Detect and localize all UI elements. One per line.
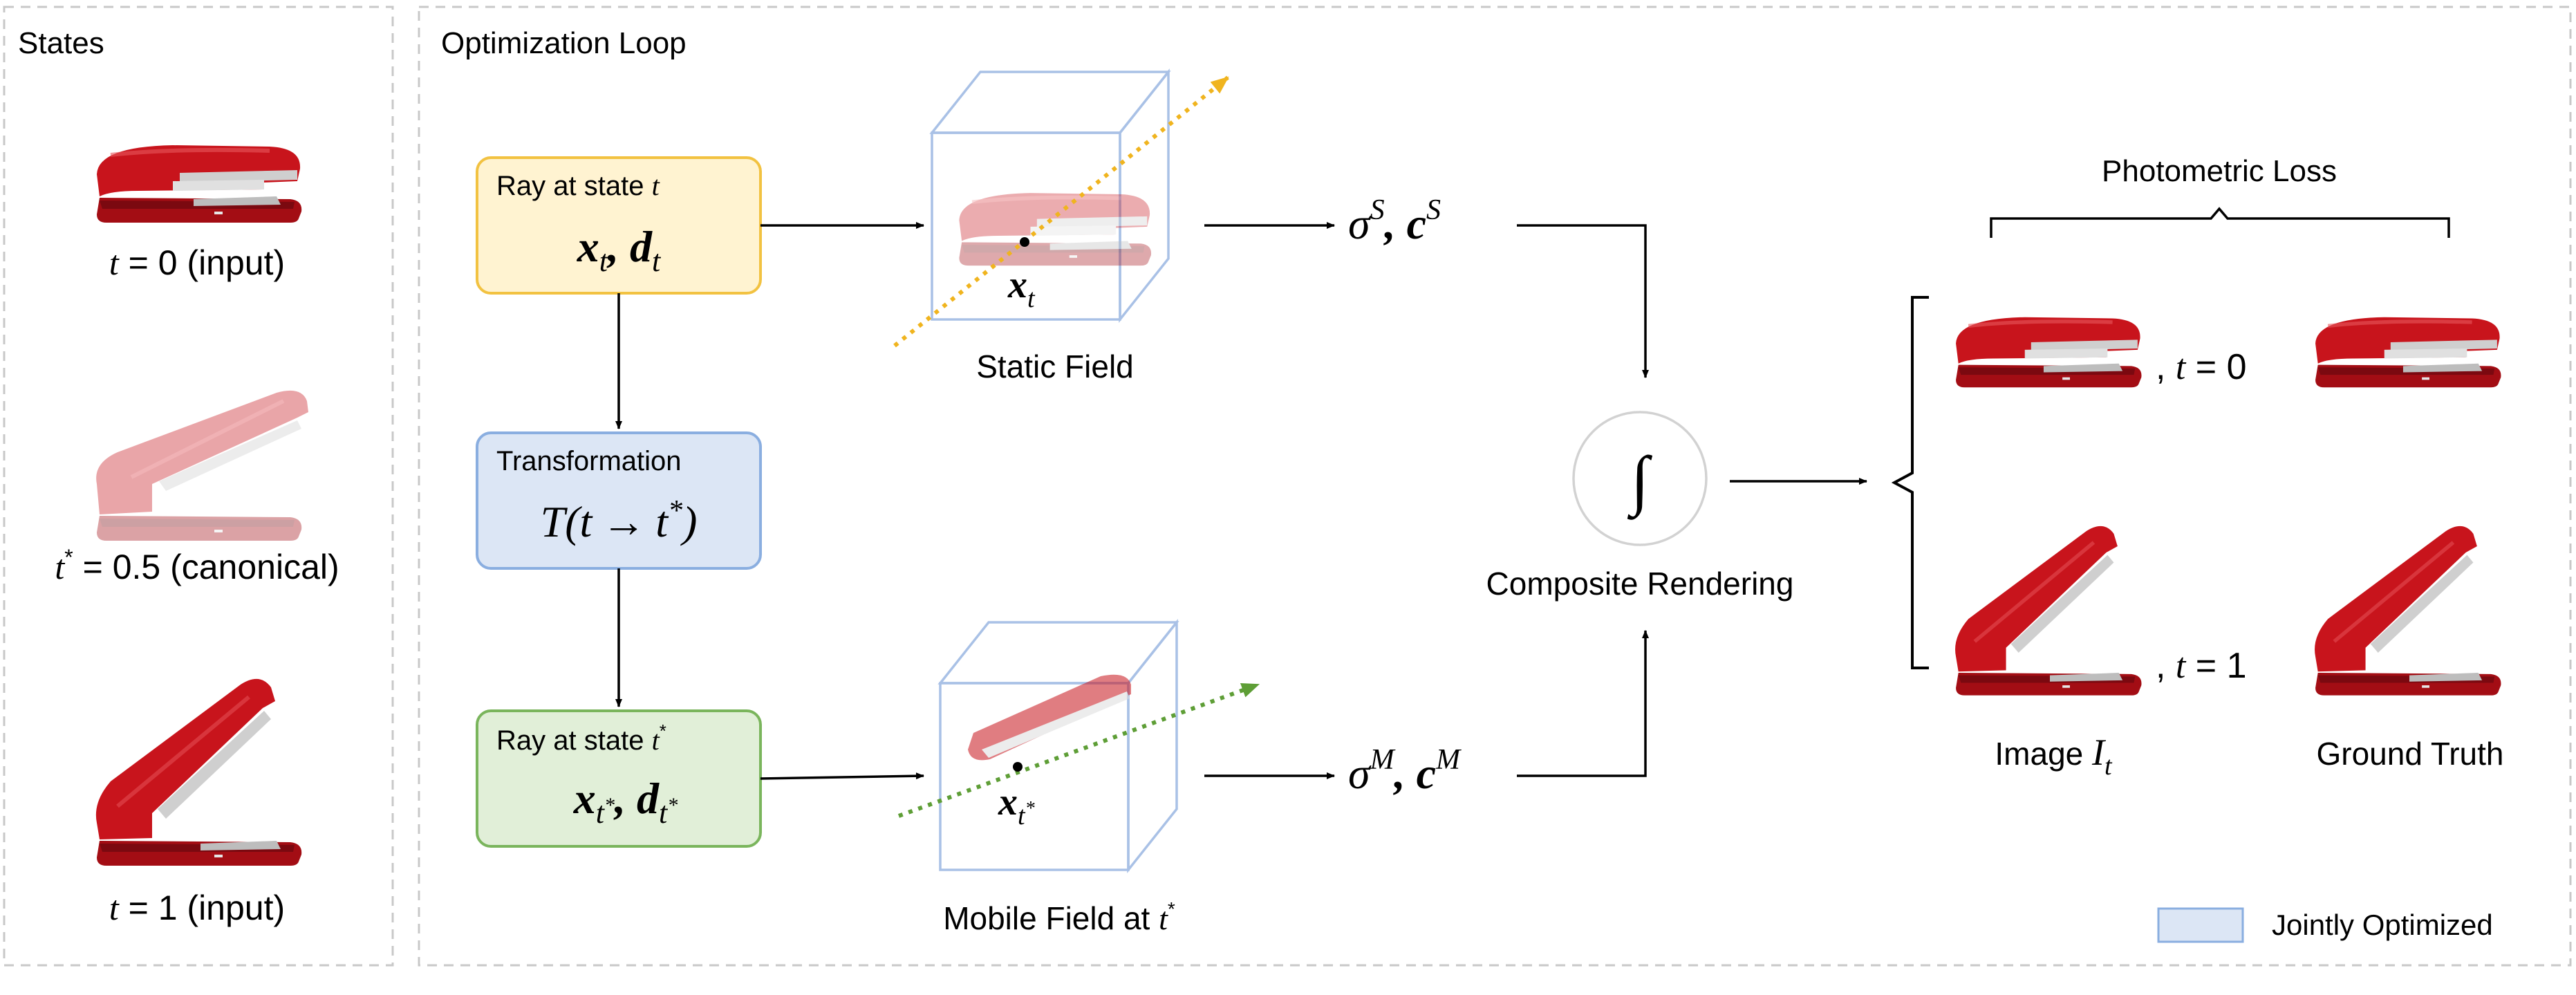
photometric-loss-title: Photometric Loss xyxy=(2102,154,2337,188)
static-field-point xyxy=(1020,237,1029,247)
ray-state-t-formula: xt, dt xyxy=(577,222,662,278)
rendered-image-t0 xyxy=(1956,317,2141,388)
states-title: States xyxy=(18,26,104,60)
row-t0-label: , t = 0 xyxy=(2156,347,2247,387)
static-field-caption: Static Field xyxy=(976,348,1134,384)
arrow-static-to-composite xyxy=(1517,224,1649,378)
transformation-label: Transformation xyxy=(496,446,682,476)
ray-state-tstar-label: Ray at state t* xyxy=(496,720,666,756)
arrow-ray-to-mobile-field xyxy=(760,772,924,780)
legend-label: Jointly Optimized xyxy=(2272,909,2493,941)
output-bracket xyxy=(1891,296,1929,669)
static-field-output: σS, cS xyxy=(1348,194,1441,248)
ground-truth-t0 xyxy=(2315,317,2501,388)
state-canonical-caption: t* = 0.5 (canonical) xyxy=(55,545,339,586)
ray-state-tstar-formula: xt*, dt* xyxy=(573,774,678,830)
ray-state-t-label: Ray at state t xyxy=(496,170,660,201)
mobile-field-point-label: xt* xyxy=(998,781,1035,830)
stapler-state-0-image xyxy=(97,145,301,223)
composite-rendering-caption: Composite Rendering xyxy=(1486,566,1794,602)
stapler-state-canonical-image xyxy=(96,391,308,541)
optimization-loop-panel xyxy=(418,6,2572,967)
integral-icon: ∫ xyxy=(1627,443,1653,520)
state-0-caption: t = 0 (input) xyxy=(109,243,285,282)
ground-truth-t1 xyxy=(2315,526,2501,696)
row-t1-label: , t = 1 xyxy=(2156,646,2247,686)
legend-swatch xyxy=(2157,907,2244,943)
state-1-caption: t = 1 (input) xyxy=(109,889,285,927)
mobile-field-caption: Mobile Field at t* xyxy=(943,898,1175,936)
image-column-label: Image It xyxy=(1995,732,2113,781)
stapler-state-1-image xyxy=(96,679,301,866)
arrow-mobile-to-composite xyxy=(1517,630,1649,777)
transformation-formula: T(t → t*) xyxy=(541,495,698,546)
composite-integral-node xyxy=(1572,411,1708,546)
static-field-stapler xyxy=(959,193,1151,266)
mobile-field-stapler xyxy=(968,674,1131,761)
static-field-ray xyxy=(893,75,1229,348)
ground-truth-column-label: Ground Truth xyxy=(2316,736,2503,772)
static-field-point-label: xt xyxy=(1007,263,1036,313)
mobile-field-ray xyxy=(897,682,1260,818)
states-panel xyxy=(3,6,394,967)
mobile-field-output: σM, cM xyxy=(1348,744,1462,798)
photometric-loss-brace xyxy=(1990,207,2450,238)
optimization-loop-title: Optimization Loop xyxy=(441,26,687,60)
rendered-image-t1 xyxy=(1955,526,2141,696)
mobile-field-point xyxy=(1013,762,1023,772)
